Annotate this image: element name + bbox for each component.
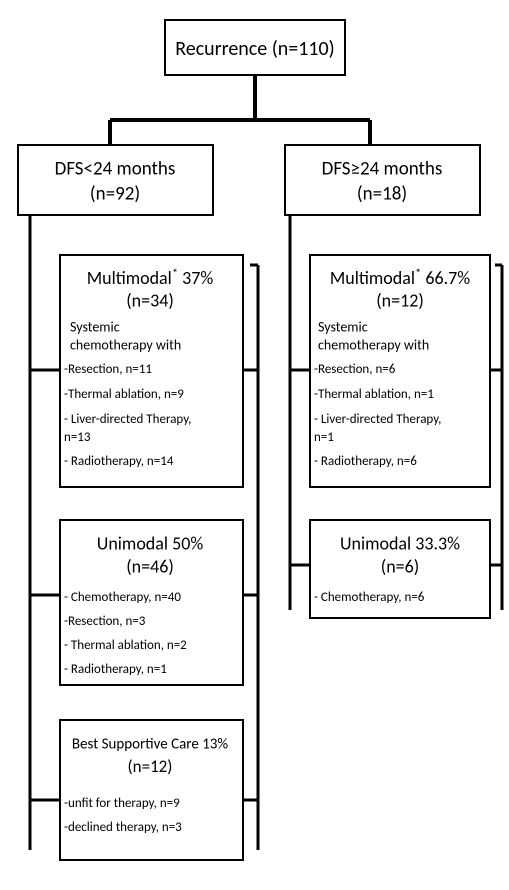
left-multimodal-sub2: chemotherapy with [70, 336, 181, 353]
left-multimodal-item3: - Liver-directed Therapy, [64, 412, 191, 427]
right-multimodal-title1: Multimodal* 66.7% [330, 266, 470, 289]
left-unimodal-title1: Unimodal 50% [97, 532, 204, 554]
right-multimodal-item3b: n=1 [314, 430, 334, 445]
left-multimodal-item4: - Radiotherapy, n=14 [64, 454, 174, 469]
right-multimodal-item4: - Radiotherapy, n=6 [314, 454, 417, 469]
right-multimodal-title1a: Multimodal [330, 267, 415, 289]
left-unimodal-item1: - Chemotherapy, n=40 [64, 590, 181, 605]
left-header-line2: (n=92) [90, 183, 140, 206]
left-multimodal-item2: -Thermal ablation, n=9 [64, 387, 184, 402]
root-label: Recurrence (n=110) [175, 37, 335, 61]
right-unimodal-title2: (n=6) [381, 555, 419, 577]
right-header-line2: (n=18) [357, 183, 407, 206]
right-multimodal-sub2: chemotherapy with [318, 336, 429, 353]
left-header-line1: DFS<24 months [55, 158, 176, 181]
right-unimodal-title1: Unimodal 33.3% [340, 532, 460, 554]
left-multimodal-title1b: 37% [178, 267, 213, 289]
left-multimodal-title1a: Multimodal [87, 267, 172, 289]
right-multimodal-item1: -Resection, n=6 [314, 362, 396, 377]
left-bsc-item1: -unfit for therapy, n=9 [64, 796, 180, 811]
right-multimodal-title1b: 66.7% [421, 267, 470, 289]
left-multimodal-item3b: n=13 [64, 430, 91, 445]
left-unimodal-item3: - Thermal ablation, n=2 [64, 638, 187, 653]
right-multimodal-sub1: Systemic [318, 318, 368, 335]
right-multimodal-item3: - Liver-directed Therapy, [314, 412, 441, 427]
left-bsc-title2: (n=12) [128, 756, 173, 777]
left-multimodal-title2: (n=34) [126, 289, 174, 311]
right-header-line1: DFS≥24 months [322, 158, 443, 181]
right-unimodal-item1: - Chemotherapy, n=6 [314, 590, 425, 605]
left-multimodal-item1: -Resection, n=11 [64, 362, 152, 377]
left-bsc-item2: -declined therapy, n=3 [64, 820, 182, 835]
right-multimodal-title2: (n=12) [376, 289, 424, 311]
left-unimodal-title2: (n=46) [126, 555, 174, 577]
left-multimodal-sub1: Systemic [70, 318, 120, 335]
left-bsc-title1: Best Supportive Care 13% [72, 736, 229, 754]
right-multimodal-item2: -Thermal ablation, n=1 [314, 387, 434, 402]
left-unimodal-item2: -Resection, n=3 [64, 614, 146, 629]
left-unimodal-item4: - Radiotherapy, n=1 [64, 662, 167, 677]
left-multimodal-title1: Multimodal* 37% [87, 266, 214, 289]
